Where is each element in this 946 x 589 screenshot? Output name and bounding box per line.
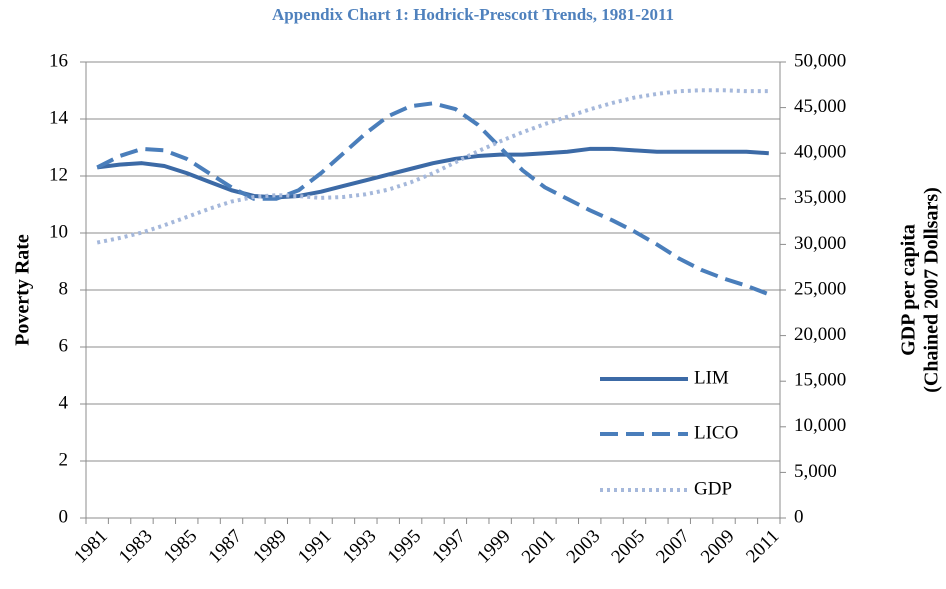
y2-tick-label: 30,000 xyxy=(794,233,846,254)
x-tick-label: 2005 xyxy=(607,526,649,568)
x-tick-label: 2001 xyxy=(518,526,560,568)
legend-label: LICO xyxy=(694,422,738,443)
y-tick-label: 16 xyxy=(49,50,68,71)
line-series xyxy=(96,146,769,200)
y2-axis-title: (Chained 2007 Dollsars) xyxy=(921,187,943,393)
y-tick-label: 2 xyxy=(59,449,69,470)
y-tick-label: 6 xyxy=(59,335,69,356)
y2-axis-title: GDP per capita xyxy=(898,224,920,356)
y2-tick-label: 45,000 xyxy=(794,96,846,117)
chart-title: Appendix Chart 1: Hodrick-Prescott Trend… xyxy=(272,5,674,24)
x-tick-label: 1981 xyxy=(70,526,112,568)
legend-label: GDP xyxy=(694,478,732,499)
x-tick-label: 1983 xyxy=(115,526,157,568)
y-tick-label: 0 xyxy=(59,506,69,527)
y2-tick-label: 10,000 xyxy=(794,415,846,436)
x-tick-label: 2003 xyxy=(563,526,605,568)
y2-tick-label: 50,000 xyxy=(794,50,846,71)
y2-tick-label: 15,000 xyxy=(794,370,846,391)
y-tick-label: 14 xyxy=(49,107,69,128)
y-tick-label: 10 xyxy=(49,221,68,242)
y-tick-label: 12 xyxy=(49,164,68,185)
y2-tick-label: 20,000 xyxy=(794,324,846,345)
y2-tick-label: 25,000 xyxy=(794,278,846,299)
y2-tick-label: 40,000 xyxy=(794,142,846,163)
y-tick-label: 8 xyxy=(59,278,69,299)
y-axis-title: Poverty Rate xyxy=(12,234,34,346)
legend-label: LIM xyxy=(694,367,729,388)
x-tick-label: 1985 xyxy=(160,526,202,568)
x-tick-label: 2011 xyxy=(742,526,783,567)
x-tick-label: 1987 xyxy=(204,526,246,568)
line-series xyxy=(96,101,770,297)
x-tick-label: 1991 xyxy=(294,526,336,568)
x-tick-label: 1999 xyxy=(473,526,515,568)
x-tick-label: 1989 xyxy=(249,526,291,568)
x-tick-label: 2009 xyxy=(697,526,739,568)
y-tick-label: 4 xyxy=(59,392,69,413)
y2-tick-label: 0 xyxy=(794,506,804,527)
x-tick-label: 1997 xyxy=(428,526,470,568)
x-tick-label: 1995 xyxy=(384,526,426,568)
y2-tick-label: 5,000 xyxy=(794,461,837,482)
x-tick-label: 1993 xyxy=(339,526,381,568)
y2-tick-label: 35,000 xyxy=(794,187,846,208)
x-tick-label: 2007 xyxy=(652,526,694,568)
